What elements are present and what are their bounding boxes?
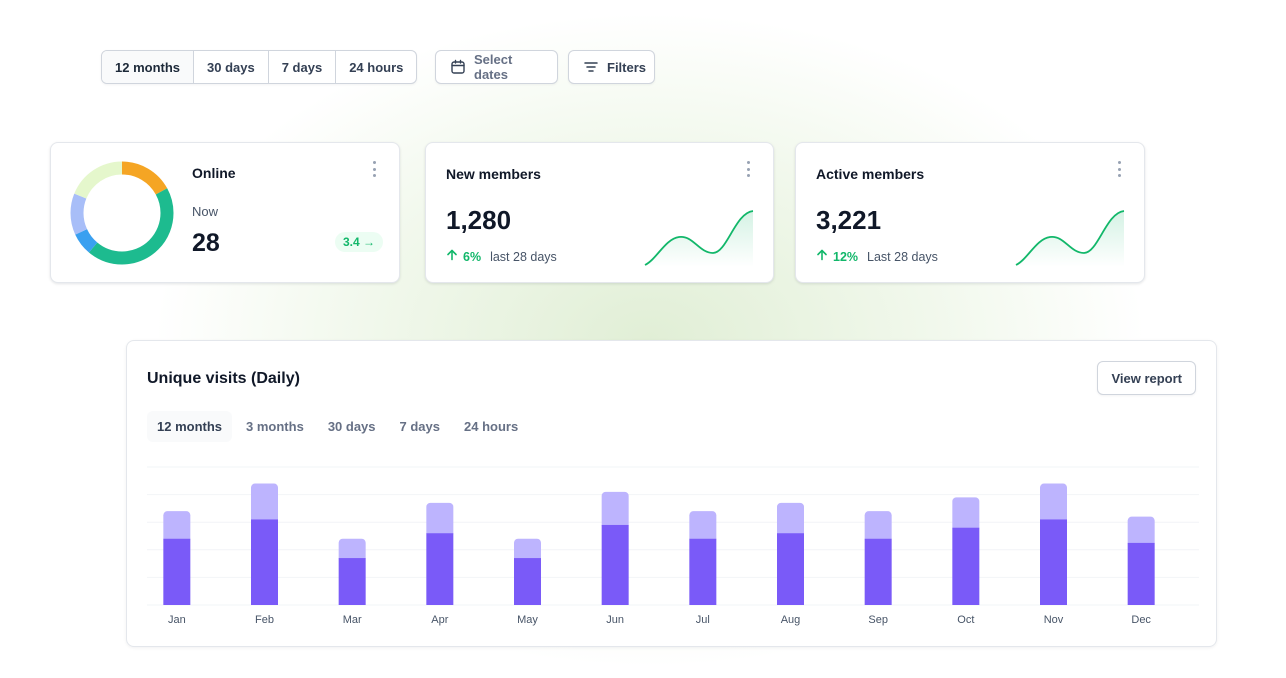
bar-jan-primary <box>163 538 191 605</box>
online-change-badge: 3.4 → <box>335 232 384 252</box>
bar-oct-primary <box>952 527 980 605</box>
calendar-icon <box>450 59 466 75</box>
x-tick-label: Sep <box>868 614 888 626</box>
tab-12-months[interactable]: 12 months <box>147 411 233 442</box>
new-members-value: 1,280 <box>446 205 512 235</box>
filter-lines-icon <box>583 59 599 75</box>
tab-3-months[interactable]: 3 months <box>246 419 304 434</box>
online-count: 28 <box>192 229 220 257</box>
new-members-sparkline <box>644 210 754 267</box>
bar-mar-primary <box>338 558 366 605</box>
bar-may-secondary <box>514 538 541 563</box>
active-members-change: 12% <box>833 249 859 264</box>
active-members-trend: 12% Last 28 days <box>816 249 938 264</box>
online-title: Online <box>192 165 236 181</box>
filters-label: Filters <box>607 59 647 75</box>
x-tick-label: Apr <box>431 614 448 626</box>
bar-feb-secondary <box>251 483 278 524</box>
select-dates-button[interactable]: Select dates <box>435 50 558 84</box>
arrow-up-icon <box>816 249 828 264</box>
bar-mar-secondary <box>338 538 366 563</box>
x-tick-label: Mar <box>343 614 362 626</box>
x-tick-label: Feb <box>255 614 274 626</box>
tab-24-hours[interactable]: 24 hours <box>464 419 519 434</box>
bar-feb-primary <box>251 519 278 605</box>
tab-7-days[interactable]: 7 days <box>399 419 440 434</box>
x-tick-label: Jan <box>168 614 186 626</box>
view-report-button[interactable]: View report <box>1097 361 1196 395</box>
bar-jun-primary <box>601 524 629 605</box>
bar-jun-secondary <box>601 491 629 529</box>
new-members-trend: 6% last 28 days <box>446 249 557 264</box>
online-more-icon[interactable] <box>369 161 379 177</box>
now-label: Now <box>192 204 219 219</box>
arrow-up-icon <box>446 249 458 264</box>
new-members-period: last 28 days <box>490 249 557 264</box>
bar-sep-secondary <box>864 511 892 543</box>
range-30-days-button[interactable]: 30 days <box>194 51 269 83</box>
x-tick-label: Dec <box>1131 614 1151 626</box>
bar-sep-primary <box>864 538 892 605</box>
bar-nov-primary <box>1040 519 1067 605</box>
new-members-title: New members <box>446 166 541 182</box>
active-members-more-icon[interactable] <box>1114 161 1124 177</box>
bar-apr-primary <box>426 533 454 605</box>
range-segmented-control: 12 months 30 days 7 days 24 hours <box>101 50 418 84</box>
x-tick-label: Oct <box>957 614 974 626</box>
active-members-card: Active members 3,221 12% Last 28 days <box>795 142 1145 283</box>
x-tick-label: Jul <box>696 614 710 626</box>
new-members-more-icon[interactable] <box>743 161 753 177</box>
x-tick-label: Nov <box>1044 614 1064 626</box>
active-members-sparkline <box>1015 210 1125 267</box>
bar-dec-secondary <box>1127 516 1155 547</box>
select-dates-label: Select dates <box>474 52 513 82</box>
bar-nov-secondary <box>1040 483 1067 524</box>
bar-jan-secondary <box>163 511 191 543</box>
new-members-card: New members 1,280 6% last 28 days <box>425 142 774 283</box>
bar-may-primary <box>514 558 541 605</box>
new-members-change: 6% <box>463 249 482 264</box>
bar-dec-primary <box>1127 542 1155 605</box>
filters-button[interactable]: Filters <box>568 50 655 84</box>
active-members-period: Last 28 days <box>867 249 938 264</box>
x-tick-label: Aug <box>781 614 801 626</box>
active-members-value: 3,221 <box>816 205 882 235</box>
tab-30-days[interactable]: 30 days <box>327 419 376 434</box>
range-24-hours-button[interactable]: 24 hours <box>349 59 404 75</box>
donut-segment-2 <box>70 161 174 265</box>
online-donut-chart <box>70 161 174 265</box>
unique-visits-title: Unique visits (Daily) <box>147 370 300 387</box>
bar-jul-primary <box>689 538 717 605</box>
bar-aug-primary <box>777 533 804 605</box>
unique-visits-bar-chart: Jan Feb Mar Apr May Jun Jul Aug Sep Oct Nov Dec <box>147 466 1199 626</box>
bar-aug-secondary <box>777 502 804 538</box>
bar-apr-secondary <box>426 502 454 538</box>
range-7-days-button[interactable]: 7 days <box>269 51 337 83</box>
bar-jul-secondary <box>689 511 717 543</box>
x-tick-label: May <box>517 614 538 626</box>
online-card: Online Now 28 3.4 → <box>50 142 400 283</box>
visits-range-tabs: 12 months 3 months 30 days 7 days 24 hou… <box>147 411 528 442</box>
unique-visits-panel: Unique visits (Daily) View report 12 mon… <box>126 340 1217 647</box>
bar-oct-secondary <box>952 497 980 532</box>
donut-segment-4 <box>70 161 174 265</box>
donut-segment-5 <box>70 161 174 265</box>
range-12-months-button[interactable]: 12 months <box>102 51 195 83</box>
x-tick-label: Jun <box>606 614 624 626</box>
active-members-title: Active members <box>816 166 925 182</box>
